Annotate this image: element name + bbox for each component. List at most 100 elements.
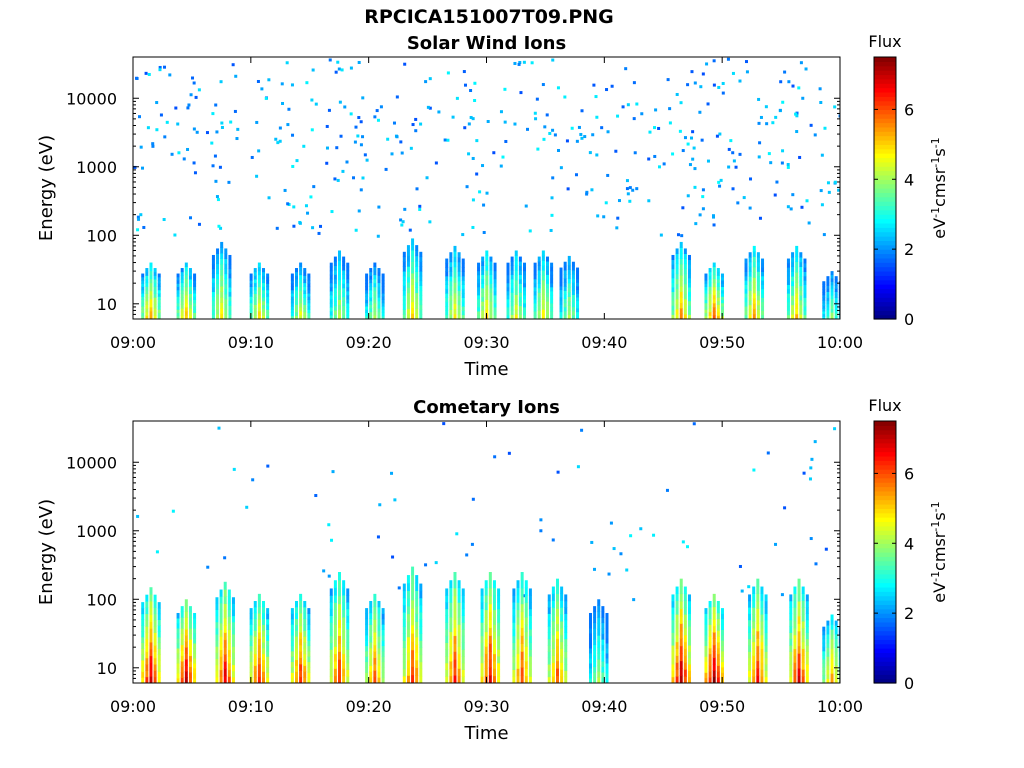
burst-cell: [373, 274, 377, 280]
burst-cell: [834, 300, 838, 305]
burst-cell: [224, 258, 228, 265]
burst-cell: [369, 641, 373, 649]
burst-cell: [523, 294, 527, 300]
burst-cell: [415, 266, 419, 273]
burst-cell: [219, 589, 223, 597]
burst-cell: [822, 286, 826, 290]
burst-cell: [822, 646, 826, 652]
burst-cell: [516, 616, 520, 625]
burst-cell: [262, 630, 266, 637]
burst-cell: [184, 262, 188, 268]
burst-cell: [223, 581, 227, 590]
background-point: [292, 224, 296, 228]
burst-cell: [497, 655, 501, 664]
burst-cell: [307, 666, 311, 673]
burst-cell: [838, 630, 840, 636]
burst-cell: [805, 607, 809, 614]
burst-cell: [716, 293, 720, 298]
burst-cell: [303, 618, 307, 625]
burst-cell: [184, 617, 188, 624]
burst-cell: [457, 256, 461, 263]
burst-cell: [145, 619, 149, 627]
background-point: [712, 59, 716, 63]
background-point: [519, 91, 523, 95]
burst-cell: [489, 305, 493, 311]
burst-cell: [830, 305, 834, 310]
burst-cell: [791, 299, 795, 306]
burst-cell: [708, 297, 712, 302]
burst-cell: [299, 282, 303, 288]
burst-cell: [377, 665, 381, 672]
burst-cell: [523, 310, 527, 316]
burst-cell: [716, 677, 720, 683]
burst-cell: [262, 297, 266, 302]
burst-cell: [333, 587, 337, 596]
burst-cell: [457, 271, 461, 277]
background-point: [518, 60, 522, 64]
background-point: [680, 234, 684, 238]
background-point: [822, 233, 826, 237]
burst-cell: [303, 286, 307, 291]
burst-cell: [338, 309, 342, 315]
burst-cell: [188, 304, 192, 309]
burst-cell: [516, 675, 520, 683]
burst-cell: [262, 289, 266, 295]
burst-cell: [373, 282, 377, 288]
burst-cell: [593, 661, 597, 668]
burst-cell: [492, 602, 496, 611]
burst-cell: [266, 273, 270, 278]
burst-cell: [799, 309, 803, 315]
background-point: [548, 131, 552, 135]
burst-cell: [445, 676, 449, 683]
burst-cell: [789, 619, 793, 627]
burst-cell: [576, 300, 580, 305]
burst-11: [506, 250, 527, 319]
burst-cell: [514, 294, 518, 300]
burst-cell: [253, 278, 257, 284]
burst-cell: [461, 310, 465, 316]
burst-cell: [145, 297, 149, 302]
burst-cell: [373, 644, 377, 652]
burst-cell: [793, 676, 797, 683]
burst-cell: [157, 602, 161, 609]
burst-cell: [294, 293, 298, 298]
burst-cell: [184, 647, 188, 654]
burst-cell: [457, 587, 461, 596]
burst-cell: [830, 614, 834, 620]
background-point: [451, 115, 455, 119]
background-point: [155, 550, 159, 554]
burst-13: [588, 599, 609, 683]
burst-cell: [551, 641, 555, 650]
burst-cell: [559, 289, 563, 294]
burst-cell: [671, 309, 675, 315]
burst-cell: [838, 283, 840, 288]
burst-cell: [227, 669, 231, 677]
burst-cell: [687, 645, 691, 652]
burst-cell: [492, 616, 496, 625]
background-point: [233, 109, 237, 113]
burst-cell: [294, 653, 298, 661]
background-point: [462, 70, 466, 74]
burst-cell: [559, 307, 563, 313]
burst-cell: [523, 298, 527, 304]
burst-cell: [415, 260, 419, 267]
burst-cell: [365, 302, 369, 307]
burst-cell: [704, 650, 708, 657]
burst-cell: [449, 660, 453, 669]
burst-cell: [227, 589, 231, 597]
burst-cell: [249, 299, 253, 304]
burst-cell: [601, 677, 605, 683]
burst-cell: [453, 627, 457, 636]
burst-cell: [211, 300, 215, 306]
burst-cell: [786, 288, 790, 294]
burst-cell: [597, 635, 601, 642]
background-point: [574, 173, 578, 177]
burst-cell: [563, 310, 567, 316]
burst-cell: [497, 642, 501, 650]
burst-cell: [266, 306, 270, 310]
burst-cell: [716, 653, 720, 661]
burst-cell: [369, 289, 373, 295]
burst-cell: [262, 600, 266, 608]
burst-cell: [679, 258, 683, 265]
burst-cell: [290, 672, 294, 679]
